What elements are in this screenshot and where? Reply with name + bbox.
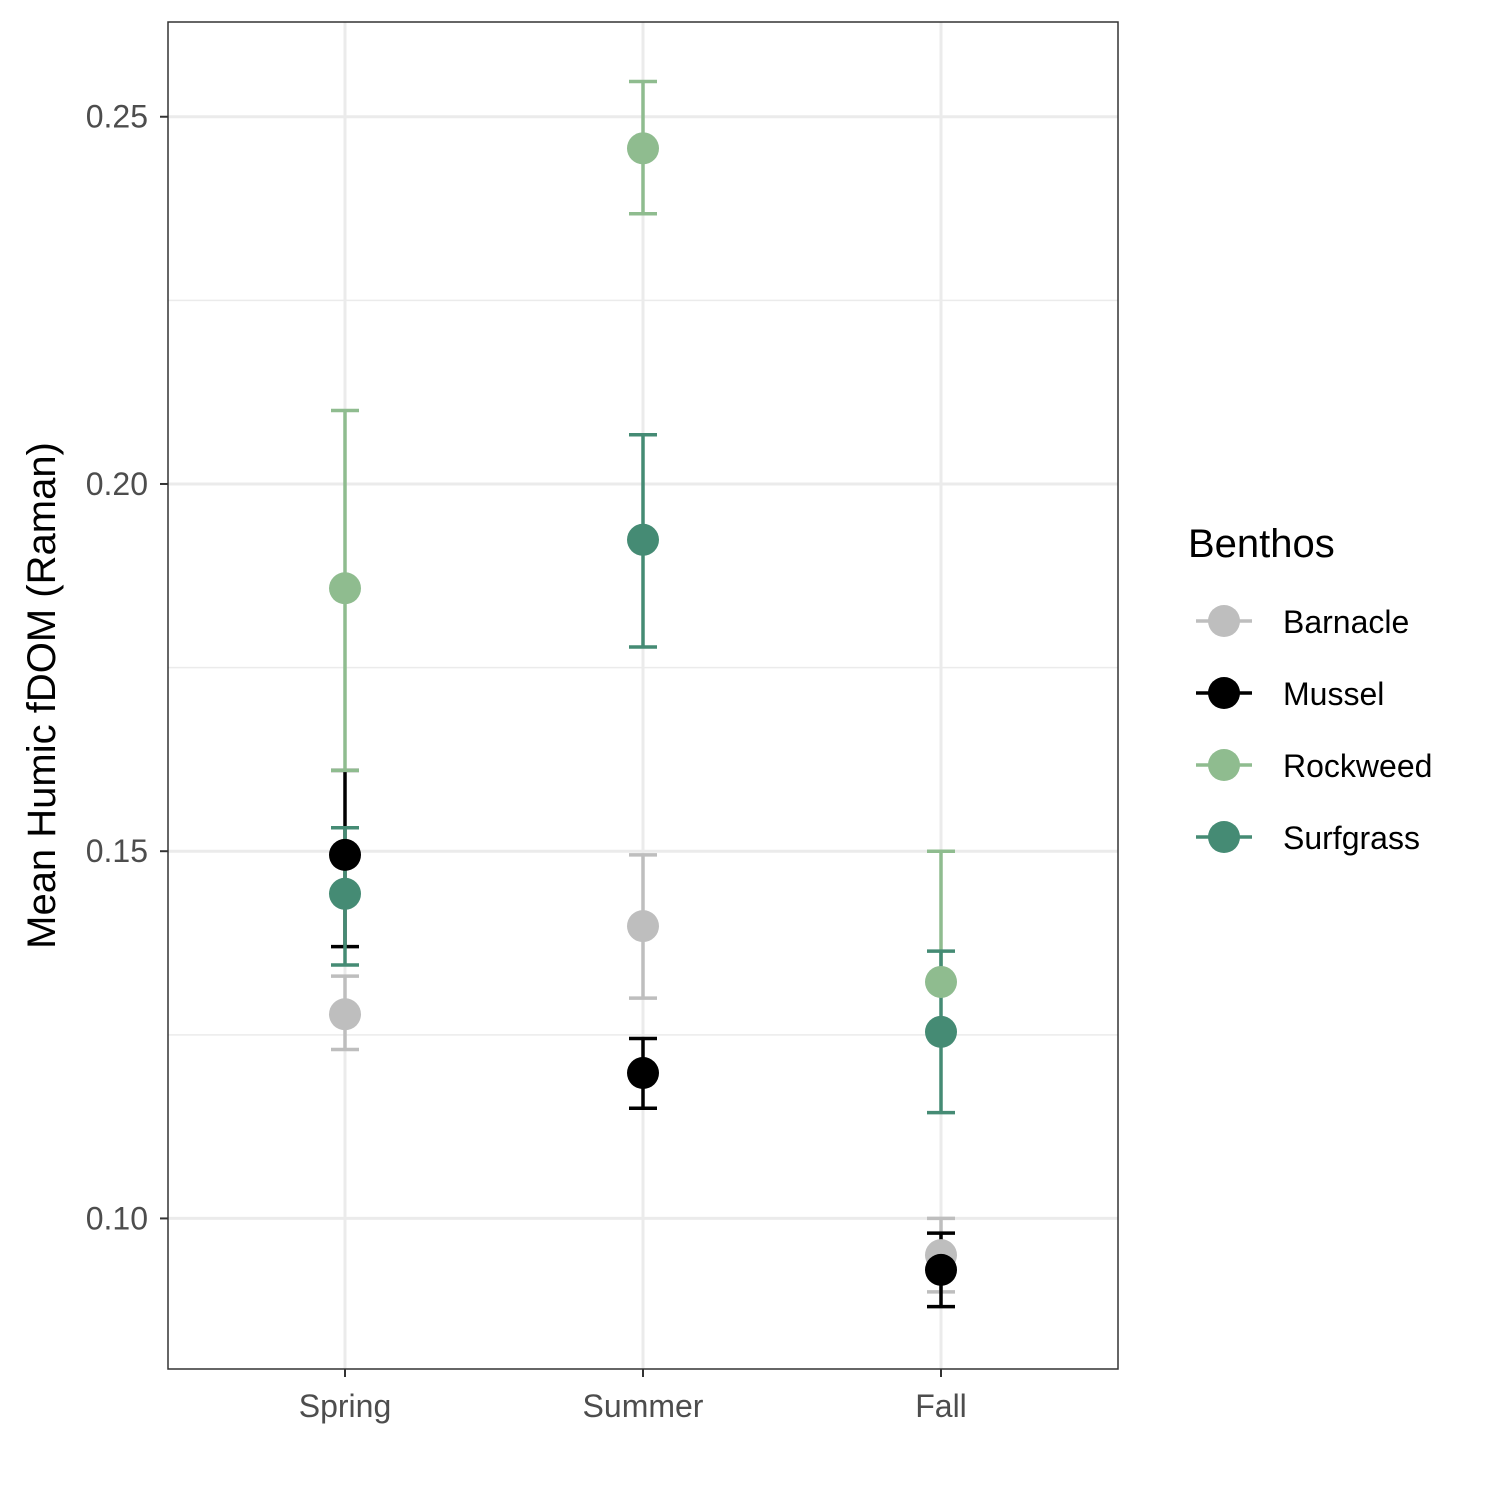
legend-key-point [1208, 749, 1240, 781]
point-rockweed [329, 572, 361, 605]
point-rockweed [627, 132, 659, 165]
point-mussel [329, 838, 361, 871]
legend: Benthos Barnacle Mussel Rockweed Surfgrass [1188, 522, 1432, 856]
x-tick-label: Summer [583, 1388, 704, 1424]
point-surfgrass [925, 1015, 957, 1048]
legend-key-point [1208, 821, 1240, 853]
legend-items: Barnacle Mussel Rockweed Surfgrass [1196, 604, 1432, 856]
legend-key-point [1208, 677, 1240, 709]
grid-lines [168, 22, 1118, 1369]
point-rockweed [925, 965, 957, 998]
legend-item-barnacle: Barnacle [1196, 604, 1409, 640]
point-mussel [925, 1253, 957, 1286]
y-tick-label: 0.15 [86, 833, 148, 869]
legend-item-rockweed: Rockweed [1196, 748, 1432, 784]
point-barnacle [329, 998, 361, 1031]
legend-label: Barnacle [1283, 604, 1409, 640]
y-tick-label: 0.25 [86, 99, 148, 135]
point-barnacle [627, 910, 659, 943]
x-tick-label: Fall [915, 1388, 967, 1424]
point-mussel [627, 1057, 659, 1090]
legend-item-surfgrass: Surfgrass [1196, 820, 1420, 856]
legend-label: Surfgrass [1283, 820, 1420, 856]
y-tick-label: 0.10 [86, 1200, 148, 1236]
legend-title: Benthos [1188, 522, 1335, 566]
point-surfgrass [329, 877, 361, 910]
legend-item-mussel: Mussel [1196, 676, 1384, 712]
x-tick-label: Spring [299, 1388, 392, 1424]
axes: 0.10 0.15 0.20 0.25 Spring Summer Fall [86, 99, 967, 1424]
point-surfgrass [627, 523, 659, 556]
y-tick-label: 0.20 [86, 466, 148, 502]
y-axis-title: Mean Humic fDOM (Raman) [20, 442, 64, 949]
legend-label: Mussel [1283, 676, 1384, 712]
legend-key-point [1208, 605, 1240, 637]
data-points [329, 132, 957, 1286]
legend-label: Rockweed [1283, 748, 1432, 784]
